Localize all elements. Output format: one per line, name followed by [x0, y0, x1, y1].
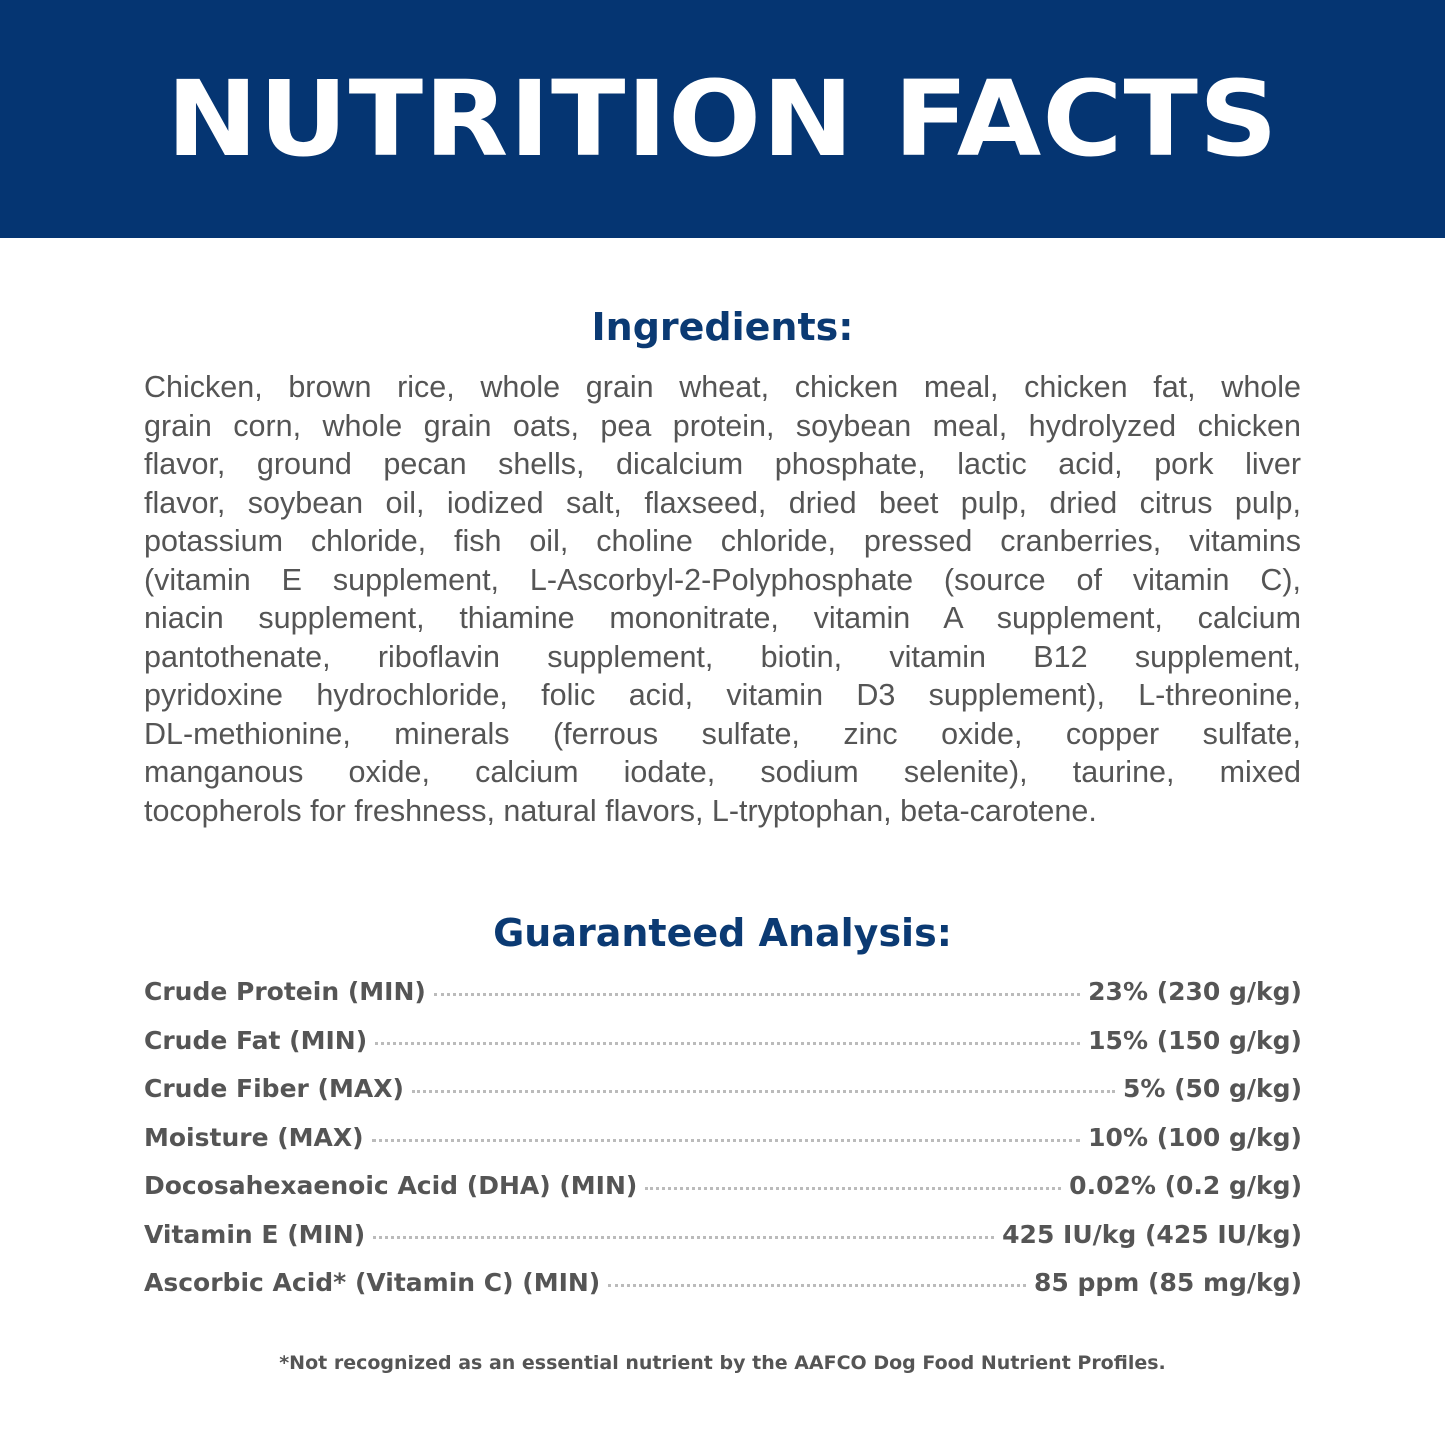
- dot-leader: [373, 1235, 995, 1239]
- ingredients-line: flavor, soybean oil, iodized salt, flaxs…: [144, 485, 1301, 520]
- ingredients-line: (vitamin E supplement, L-Ascorbyl-2-Poly…: [144, 562, 1301, 597]
- nutrient-value: 0.02% (0.2 g/kg): [1069, 1171, 1302, 1200]
- nutrient-label: Crude Protein (MIN): [144, 977, 426, 1006]
- nutrient-label: Moisture (MAX): [144, 1122, 364, 1152]
- nutrient-value: 10% (100 g/kg): [1088, 1122, 1302, 1152]
- ingredients-text: Chicken, brown rice, whole grain wheat, …: [144, 368, 1301, 830]
- analysis-row: Crude Fiber (MAX) 5% (50 g/kg): [144, 1074, 1302, 1123]
- nutrient-label: Crude Fat (MIN): [144, 1025, 368, 1055]
- footnote: *Not recognized as an essential nutrient…: [279, 1352, 1166, 1374]
- dot-leader: [371, 1138, 1081, 1142]
- ingredients-line: niacin supplement, thiamine mononitrate,…: [144, 601, 1301, 635]
- analysis-row: Ascorbic Acid* (Vitamin C) (MIN) 85 ppm (…: [144, 1268, 1302, 1317]
- dot-leader: [375, 1041, 1081, 1045]
- dot-leader: [645, 1187, 1062, 1190]
- nutrient-value: 85 ppm (85 mg/kg): [1034, 1268, 1302, 1297]
- nutrient-label: Ascorbic Acid* (Vitamin C) (MIN): [144, 1268, 601, 1297]
- dot-leader: [433, 993, 1081, 996]
- nutrient-value: 425 IU/kg (425 IU/kg): [1002, 1219, 1302, 1249]
- ingredients-line: pyridoxine hydrochloride, folic acid, vi…: [144, 678, 1301, 712]
- nutrient-label: Vitamin E (MIN): [144, 1219, 366, 1249]
- analysis-row: Crude Protein (MIN) 23% (230 g/kg): [144, 977, 1302, 1026]
- ingredients-line: DL-methionine, minerals (ferrous sulfate…: [144, 716, 1301, 751]
- nutrient-value: 5% (50 g/kg): [1122, 1074, 1302, 1103]
- ingredients-heading: Ingredients:: [591, 305, 854, 349]
- analysis-row: Crude Fat (MIN) 15% (150 g/kg): [144, 1026, 1302, 1075]
- ingredients-line: pantothenate, riboflavin supplement, bio…: [144, 639, 1301, 674]
- dot-leader: [411, 1090, 1115, 1093]
- ingredients-line: grain corn, whole grain oats, pea protei…: [144, 408, 1301, 443]
- nutrient-label: Docosahexaenoic Acid (DHA) (MIN): [144, 1171, 638, 1200]
- dot-leader: [608, 1284, 1027, 1287]
- analysis-row: Docosahexaenoic Acid (DHA) (MIN) 0.02% (0…: [144, 1171, 1302, 1220]
- ingredients-line: tocopherols for freshness, natural flavo…: [144, 793, 1097, 828]
- title-banner: NUTRITION FACTS: [0, 0, 1445, 238]
- ingredients-line: manganous oxide, calcium iodate, sodium …: [144, 755, 1301, 789]
- analysis-heading: Guaranteed Analysis:: [493, 911, 952, 955]
- ingredients-line: potassium chloride, fish oil, choline ch…: [144, 524, 1301, 558]
- nutrient-value: 15% (150 g/kg): [1088, 1025, 1302, 1055]
- ingredients-line: Chicken, brown rice, whole grain wheat, …: [144, 370, 1301, 404]
- nutrient-label: Crude Fiber (MAX): [144, 1074, 404, 1103]
- nutrient-value: 23% (230 g/kg): [1088, 977, 1302, 1006]
- page-title: NUTRITION FACTS: [166, 58, 1279, 180]
- guaranteed-analysis-table: Crude Protein (MIN) 23% (230 g/kg) Crude F…: [144, 977, 1302, 1317]
- ingredients-line: flavor, ground pecan shells, dicalcium p…: [144, 447, 1301, 481]
- analysis-row: Vitamin E (MIN) 425 IU/kg (425 IU/kg): [144, 1220, 1302, 1269]
- analysis-row: Moisture (MAX) 10% (100 g/kg): [144, 1123, 1302, 1172]
